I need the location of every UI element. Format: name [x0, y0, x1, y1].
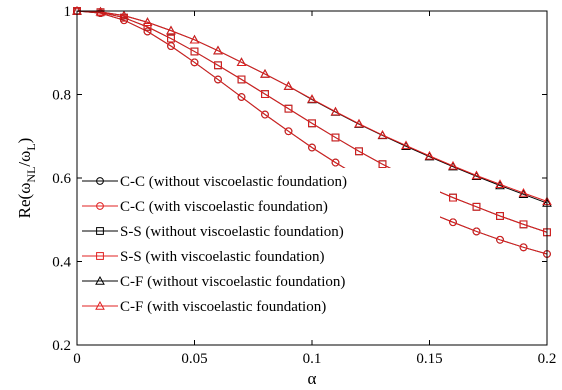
- x-axis-title: α: [308, 369, 317, 388]
- series-line: [76, 10, 548, 255]
- data-point: [308, 119, 316, 128]
- y-axis-title: Re(ωNL/ωL): [15, 138, 38, 219]
- data-point: [354, 118, 364, 128]
- data-point: [472, 227, 481, 236]
- data-point: [401, 140, 411, 150]
- legend-item: C-F (with viscoelastic foundation): [82, 299, 326, 315]
- data-point: [471, 170, 482, 180]
- y-axis-title-part: ): [15, 138, 34, 144]
- data-point: [307, 94, 317, 103]
- data-point: [261, 110, 269, 119]
- legend-label: C-F (with viscoelastic foundation): [120, 299, 326, 315]
- data-point: [377, 129, 388, 139]
- y-tick-label: 0.6: [52, 171, 71, 187]
- legend-label: C-F (without viscoelastic foundation): [120, 274, 345, 290]
- data-point: [119, 10, 129, 20]
- x-tick-label: 0.05: [181, 351, 207, 367]
- x-tick-label: 0.1: [303, 351, 322, 367]
- y-axis-title-subscript: L: [24, 143, 38, 150]
- legend-background: [78, 168, 440, 320]
- data-point: [167, 42, 175, 50]
- legend-label: C-C (with viscoelastic foundation): [120, 199, 328, 215]
- data-point: [519, 220, 528, 229]
- data-point: [96, 227, 104, 235]
- legend-label: C-C (without viscoelastic foundation): [120, 174, 347, 190]
- data-point: [96, 177, 104, 185]
- data-point: [331, 158, 340, 167]
- x-tick-label: 0: [73, 351, 81, 367]
- y-tick-label: 1: [64, 4, 72, 20]
- data-point: [190, 47, 199, 56]
- x-tick-label: 0.15: [416, 351, 442, 367]
- data-point: [237, 75, 246, 84]
- data-point: [518, 188, 529, 197]
- data-point: [143, 22, 152, 31]
- y-axis-title-subscript: NL: [24, 167, 38, 183]
- data-point: [284, 104, 293, 113]
- legend-label: S-S (with viscoelastic foundation): [120, 249, 325, 265]
- series-line: [76, 10, 548, 233]
- data-point: [308, 143, 316, 152]
- legend-item: S-S (with viscoelastic foundation): [82, 249, 325, 265]
- y-tick-label: 0.4: [52, 255, 71, 271]
- data-point: [496, 212, 504, 220]
- data-point: [449, 193, 457, 202]
- legend: C-C (without viscoelastic foundation) C-C…: [78, 168, 440, 320]
- data-point: [166, 25, 176, 35]
- data-point: [190, 58, 199, 67]
- data-point: [378, 160, 387, 169]
- y-axis-title-part: Re(ω: [15, 183, 34, 219]
- data-point: [214, 75, 222, 84]
- data-point: [236, 57, 247, 67]
- data-point: [284, 127, 293, 136]
- data-point: [355, 147, 363, 156]
- data-point: [142, 17, 153, 26]
- data-point: [331, 133, 340, 142]
- y-tick-label: 0.2: [52, 338, 71, 354]
- y-axis-title-part: /ω: [15, 151, 34, 167]
- data-point: [95, 275, 105, 285]
- series-line: [76, 10, 548, 202]
- data-point: [214, 61, 222, 70]
- data-point: [96, 252, 104, 260]
- data-point: [167, 34, 175, 43]
- series-square-red: [73, 7, 551, 237]
- data-point: [495, 179, 505, 188]
- y-tick-label: 0.8: [52, 88, 71, 104]
- data-point: [519, 243, 528, 252]
- legend-item: S-S (without viscoelastic foundation): [82, 224, 344, 240]
- data-point: [143, 27, 152, 36]
- data-point: [330, 106, 341, 116]
- data-point: [472, 202, 481, 211]
- data-point: [424, 150, 435, 160]
- legend-item: C-C (with viscoelastic foundation): [82, 199, 328, 215]
- data-point: [449, 218, 457, 227]
- data-point: [496, 235, 504, 244]
- legend-label: S-S (without viscoelastic foundation): [120, 224, 344, 240]
- legend-item: C-F (without viscoelastic foundation): [82, 274, 345, 290]
- data-point: [96, 202, 104, 210]
- data-point: [283, 81, 294, 90]
- ticks: 0 0.05 0.1 0.15 0.2 0.2 0.4 0.6 0.8 1: [52, 4, 556, 367]
- data-point: [189, 34, 200, 44]
- x-tick-label: 0.2: [538, 351, 557, 367]
- data-point: [95, 300, 105, 310]
- series-layer: [72, 5, 552, 258]
- data-point: [260, 69, 270, 78]
- data-point: [261, 90, 269, 98]
- data-point: [213, 45, 223, 55]
- legend-item: C-C (without viscoelastic foundation): [82, 174, 347, 190]
- data-point: [448, 160, 458, 170]
- data-point: [237, 93, 246, 101]
